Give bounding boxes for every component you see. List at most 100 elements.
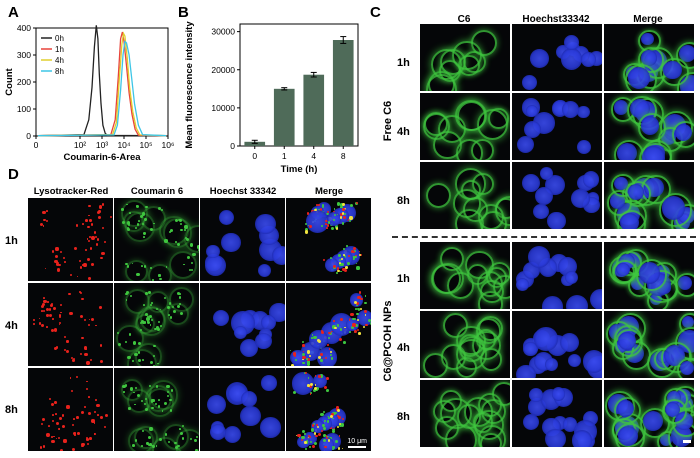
fluorescent-spot — [58, 428, 60, 431]
fluorescent-spot — [88, 219, 92, 222]
fluorescent-spot — [320, 429, 323, 433]
fluorescent-spot — [161, 410, 164, 412]
fluorescent-spot — [126, 203, 128, 206]
fluorescent-spot — [354, 323, 359, 328]
fluorescent-spot — [38, 321, 42, 325]
fluorescent-spot — [141, 358, 144, 361]
fluorescent-spot — [301, 435, 305, 439]
fluorescent-spot — [332, 411, 336, 416]
fluorescent-spot — [346, 245, 349, 248]
fluorescent-spot — [338, 435, 341, 438]
fluorescent-spot — [319, 374, 323, 378]
panel-d-image-merge-1h — [286, 198, 371, 281]
x-tick-label: 10² — [74, 140, 86, 150]
fluorescent-spot — [339, 205, 344, 209]
fluorescent-spot — [43, 218, 46, 221]
nucleus — [312, 373, 328, 388]
fluorescent-spot — [93, 231, 97, 234]
fluorescent-spot — [334, 225, 338, 229]
panel-c-image-c6-free-1h — [420, 24, 510, 91]
fluorescent-spot — [95, 399, 98, 402]
nucleus — [567, 354, 581, 368]
fluorescent-spot — [316, 426, 319, 429]
panel-d-image-hoechst-1h — [200, 198, 285, 281]
nucleus — [260, 375, 277, 392]
fluorescent-spot — [148, 443, 152, 446]
fluorescent-spot — [63, 439, 67, 443]
fluorescent-spot — [165, 266, 168, 268]
fluorescent-spot — [356, 266, 360, 270]
fluorescent-spot — [334, 326, 337, 329]
fluorescent-spot — [144, 321, 147, 324]
fluorescent-spot — [302, 358, 304, 361]
fluorescent-spot — [335, 412, 338, 415]
bar-0 — [244, 141, 266, 146]
cell — [430, 48, 463, 81]
fluorescent-spot — [95, 243, 99, 246]
y-tick-label: 0 — [26, 131, 31, 141]
panel-d-header-hoechst: Hoechst 33342 — [209, 186, 277, 197]
fluorescent-spot — [336, 426, 339, 429]
fluorescent-spot — [336, 406, 339, 410]
fluorescent-spot — [309, 440, 312, 444]
fluorescent-spot — [86, 257, 90, 261]
fluorescent-spot — [301, 340, 304, 344]
fluorescent-spot — [74, 434, 76, 436]
fluorescent-spot — [51, 419, 54, 422]
fluorescent-spot — [300, 439, 303, 442]
fluorescent-spot — [351, 325, 355, 329]
panel-c-image-hoechst-nps-4h — [512, 311, 602, 378]
cell — [461, 180, 482, 201]
fluorescent-spot — [315, 424, 318, 426]
fluorescent-spot — [332, 447, 335, 450]
fluorescent-spot — [292, 352, 297, 356]
fluorescent-spot — [127, 224, 131, 227]
fluorescent-spot — [358, 250, 361, 253]
fluorescent-spot — [43, 299, 48, 304]
fluorescent-spot — [131, 262, 134, 265]
fluorescent-spot — [337, 202, 341, 206]
x-tick-label: 4 — [311, 151, 316, 161]
panel-c-group-c6-pcoh-nps: C6@PCOH NPs — [382, 300, 394, 382]
fluorescent-spot — [364, 310, 368, 314]
fluorescent-spot — [322, 424, 326, 428]
fluorescent-spot — [68, 292, 71, 295]
panel-d-scale-bar: 10 μm — [347, 438, 367, 448]
nucleus — [523, 414, 539, 430]
fluorescent-spot — [90, 223, 93, 226]
fluorescent-spot — [154, 327, 157, 330]
fluorescent-spot — [40, 222, 44, 227]
nucleus — [516, 277, 530, 291]
fluorescent-spot — [143, 265, 147, 268]
fluorescent-spot — [315, 204, 318, 207]
fluorescent-spot — [46, 209, 48, 212]
cell — [134, 425, 158, 450]
fluorescent-spot — [324, 445, 327, 449]
fluorescent-spot — [125, 263, 128, 266]
fluorescent-spot — [355, 201, 358, 204]
fluorescent-spot — [312, 388, 317, 393]
fluorescent-spot — [307, 358, 310, 362]
nucleus — [205, 255, 226, 277]
fluorescent-spot — [340, 270, 342, 273]
fluorescent-spot — [343, 341, 346, 345]
fluorescent-spot — [84, 218, 88, 222]
fluorescent-spot — [168, 302, 171, 305]
fluorescent-spot — [42, 302, 46, 307]
fluorescent-spot — [324, 357, 327, 360]
fluorescent-spot — [355, 312, 359, 316]
fluorescent-spot — [86, 437, 90, 441]
fluorescent-spot — [66, 405, 70, 409]
fluorescent-spot — [58, 316, 62, 319]
fluorescent-spot — [355, 254, 357, 257]
fluorescent-spot — [170, 389, 174, 392]
fluorescent-spot — [145, 292, 148, 295]
fluorescent-spot — [330, 412, 335, 417]
fluorescent-spot — [305, 439, 309, 443]
panel-d-image-coumarin-8h — [114, 368, 199, 451]
fluorescent-spot — [177, 242, 181, 247]
fluorescent-spot — [309, 354, 311, 357]
cell — [463, 50, 486, 73]
fluorescent-spot — [364, 323, 368, 327]
fluorescent-spot — [33, 323, 36, 325]
